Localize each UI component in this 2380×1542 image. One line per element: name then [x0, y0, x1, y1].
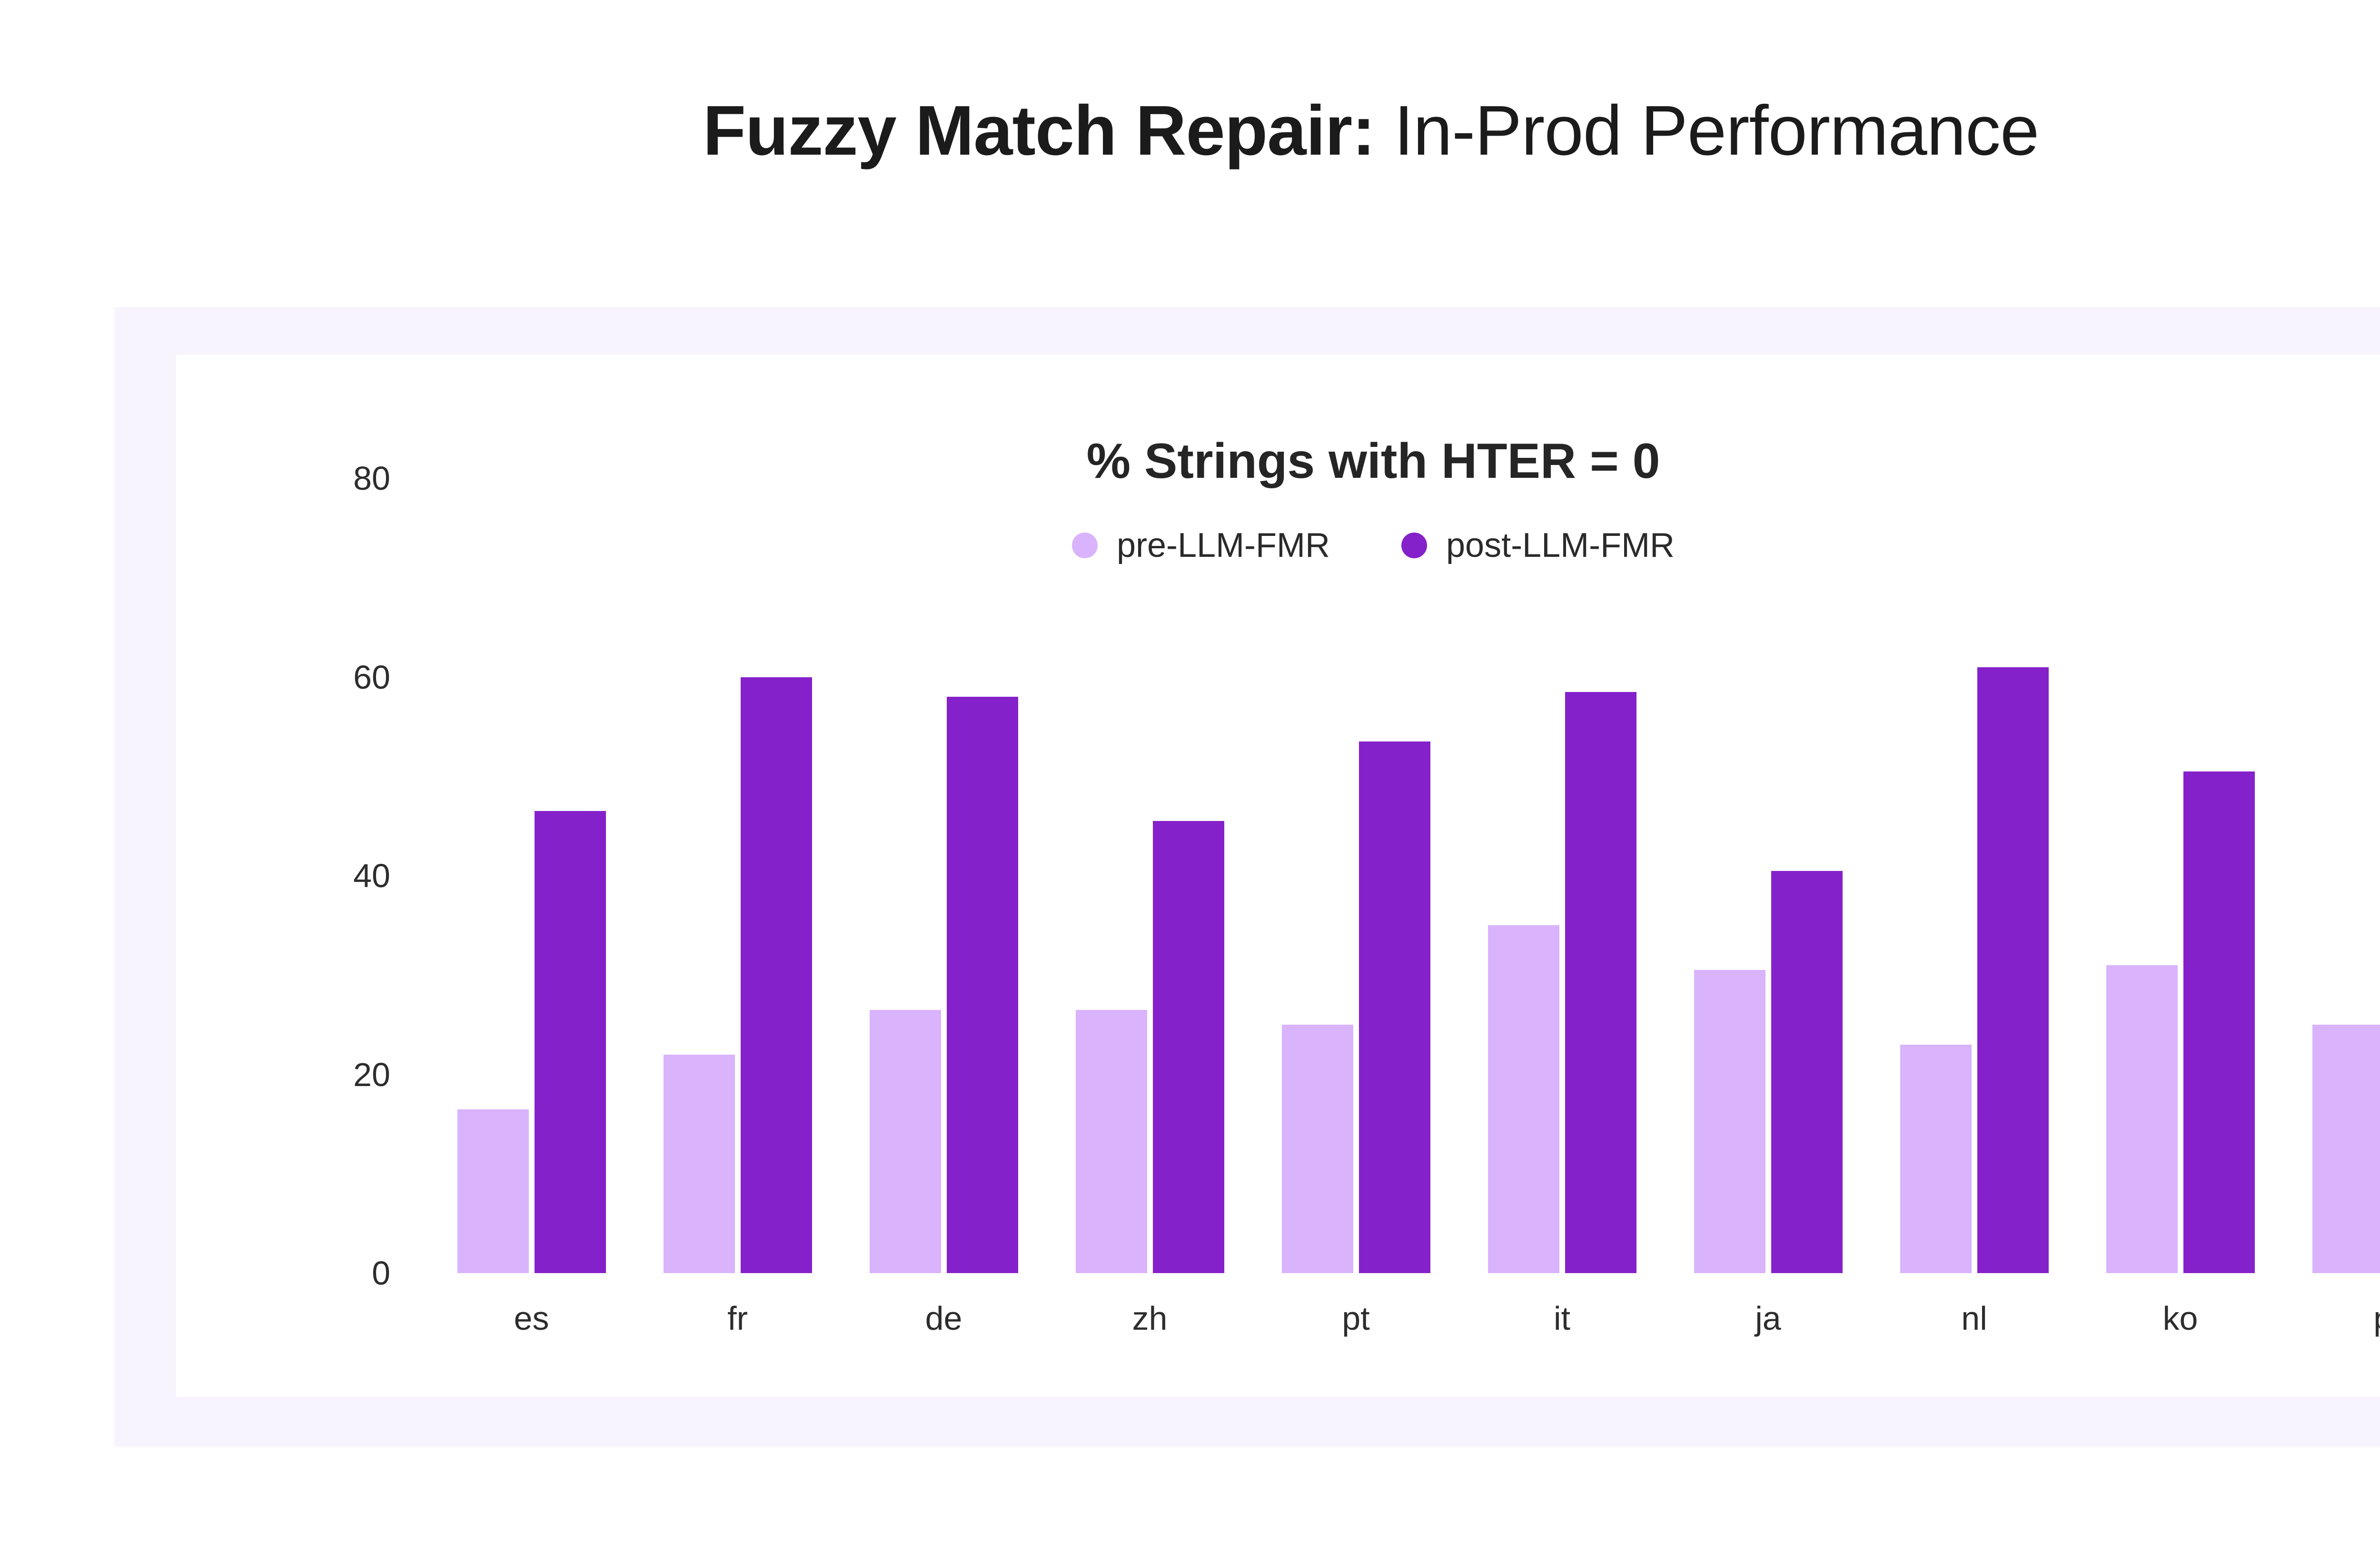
- bar-post-llm-fmr[interactable]: [1152, 821, 1224, 1273]
- page-title-strong: Fuzzy Match Repair:: [703, 91, 1376, 170]
- y-axis: 0 20 40 60 80: [295, 355, 390, 1397]
- x-axis-tick-label: ja: [1755, 1300, 1781, 1337]
- x-axis-tick-label: pl: [2373, 1299, 2380, 1337]
- bar-post-llm-fmr[interactable]: [1977, 667, 2049, 1273]
- bar-group: [869, 478, 1018, 1273]
- y-axis-tick-label: 20: [353, 1056, 390, 1093]
- bar-post-llm-fmr[interactable]: [2183, 771, 2255, 1273]
- bar-group: [1075, 478, 1224, 1273]
- bar-group: [2106, 478, 2255, 1273]
- bar-pre-llm-fmr[interactable]: [1488, 925, 1559, 1273]
- page-title: Fuzzy Match Repair: In-Prod Performance: [0, 90, 2380, 171]
- x-axis: es fr de zh pt it ja nl ko pl: [428, 1299, 2380, 1352]
- x-axis-tick-label: pt: [1342, 1300, 1370, 1337]
- bar-pre-llm-fmr[interactable]: [2106, 965, 2178, 1273]
- chart-title: % Strings with HTER = 0: [1086, 434, 1660, 489]
- legend-label-pre: pre-LLM-FMR: [1116, 526, 1330, 564]
- bar-group: [1281, 478, 1430, 1273]
- bar-post-llm-fmr[interactable]: [1771, 870, 1843, 1273]
- y-axis-tick-label: 80: [353, 460, 390, 497]
- page-title-light: In-Prod Performance: [1375, 91, 2040, 170]
- bar-group: [2312, 478, 2380, 1273]
- legend-swatch-icon-post: [1401, 533, 1427, 558]
- bar-post-llm-fmr[interactable]: [1565, 692, 1636, 1273]
- bar-group: [663, 478, 812, 1273]
- legend-item-pre[interactable]: pre-LLM-FMR: [1071, 526, 1330, 565]
- bar-pre-llm-fmr[interactable]: [2312, 1025, 2380, 1273]
- bars-area: [428, 478, 2380, 1273]
- bar-pre-llm-fmr[interactable]: [1281, 1025, 1353, 1273]
- bar-group: [1488, 478, 1636, 1273]
- bar-post-llm-fmr[interactable]: [534, 811, 606, 1273]
- bar-pre-llm-fmr[interactable]: [663, 1054, 735, 1273]
- bar-group: [1694, 478, 1843, 1273]
- bar-post-llm-fmr[interactable]: [946, 697, 1018, 1273]
- bar-pre-llm-fmr[interactable]: [1694, 970, 1765, 1273]
- y-axis-tick-label: 0: [372, 1255, 390, 1292]
- bar-post-llm-fmr[interactable]: [1359, 741, 1430, 1273]
- bar-pre-llm-fmr[interactable]: [457, 1109, 529, 1273]
- bar-pre-llm-fmr[interactable]: [1075, 1009, 1147, 1273]
- legend-item-post[interactable]: post-LLM-FMR: [1401, 526, 1675, 565]
- plot-area: 0 20 40 60 80 es fr de zh pt it ja nl ko pl: [176, 355, 2380, 1397]
- x-axis-tick-label: ko: [2162, 1300, 2198, 1337]
- bar-pre-llm-fmr[interactable]: [869, 1009, 941, 1273]
- chart-panel-frame: % Strings with HTER = 0 pre-LLM-FMR post…: [114, 307, 2380, 1447]
- x-axis-tick-label: de: [925, 1300, 962, 1337]
- x-axis-tick-label: nl: [1961, 1300, 1987, 1337]
- x-axis-tick-label: fr: [727, 1300, 748, 1337]
- chart-panel: % Strings with HTER = 0 pre-LLM-FMR post…: [176, 355, 2380, 1397]
- legend-swatch-icon-pre: [1071, 533, 1098, 558]
- bar-post-llm-fmr[interactable]: [740, 677, 812, 1273]
- bar-group: [1900, 478, 2049, 1273]
- bar-group: [457, 478, 606, 1273]
- chart-legend: pre-LLM-FMR post-LLM-FMR: [176, 526, 2380, 565]
- y-axis-tick-label: 60: [353, 658, 390, 696]
- x-axis-tick-label: zh: [1132, 1300, 1168, 1337]
- x-axis-tick-label: es: [514, 1300, 549, 1337]
- bar-pre-llm-fmr[interactable]: [1900, 1044, 1972, 1273]
- x-axis-tick-label: it: [1554, 1300, 1570, 1337]
- y-axis-tick-label: 40: [353, 857, 390, 894]
- legend-label-post: post-LLM-FMR: [1446, 526, 1675, 564]
